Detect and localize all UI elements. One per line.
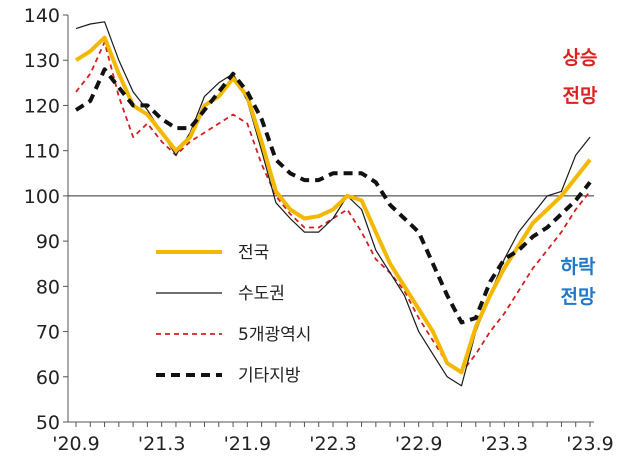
series-line-0 [74, 35, 592, 375]
series-line-1 [75, 21, 591, 387]
annotation-0: 상승 [563, 47, 598, 69]
series-line-2 [75, 41, 591, 374]
y-tick-label: 110 [24, 141, 60, 163]
y-tick-label: 120 [24, 95, 60, 117]
series-lines [74, 21, 592, 387]
y-tick-label: 140 [24, 5, 60, 27]
y-axis-ticks: 50 60 70 80 90 100 110 120 130 140 [24, 5, 68, 434]
x-tick-label: '23.9 [566, 433, 614, 455]
series-line-3 [74, 67, 592, 325]
x-tick-label: '23.3 [481, 433, 529, 455]
legend-label-3: 기타지방 [238, 366, 301, 386]
y-tick-label: 60 [36, 367, 60, 389]
y-tick-label: 130 [24, 50, 60, 72]
annotation-1: 전망 [563, 85, 598, 107]
y-tick-label: 100 [24, 186, 60, 208]
x-axis-ticks: '20.9 '21.3 '21.9 '22.3 '22.9 '23.3 '23.9 [52, 422, 614, 455]
x-tick-label: '22.3 [309, 433, 357, 455]
x-tick-label: '21.9 [224, 433, 272, 455]
annotation-3: 전망 [561, 286, 596, 308]
x-tick-label: '21.3 [138, 433, 186, 455]
x-tick-label: '20.9 [52, 433, 100, 455]
legend-label-2: 5개광역시 [238, 325, 311, 345]
y-tick-label: 90 [36, 231, 60, 253]
x-tick-label: '22.9 [395, 433, 443, 455]
annotation-2: 하락 [561, 256, 596, 278]
y-tick-label: 80 [36, 276, 60, 298]
y-tick-label: 50 [36, 412, 60, 434]
y-tick-label: 70 [36, 322, 60, 344]
legend-label-1: 수도권 [238, 284, 285, 304]
legend-label-0: 전국 [238, 243, 269, 263]
